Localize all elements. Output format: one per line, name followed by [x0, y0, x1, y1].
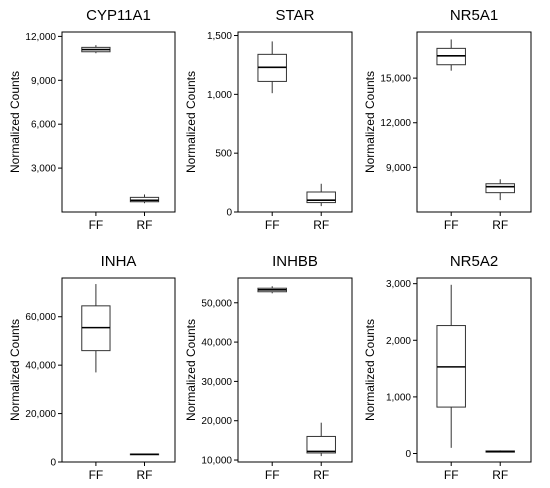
plot-frame — [237, 31, 353, 213]
y-tick-label: 0 — [226, 208, 232, 219]
category-label: RF — [136, 468, 152, 482]
category-label: RF — [313, 468, 329, 482]
y-tick-label: 500 — [215, 149, 232, 160]
y-tick-label: 12,000 — [25, 32, 56, 43]
y-tick-label: 20,000 — [25, 409, 56, 420]
box-rf — [129, 194, 160, 204]
y-axis-label: Normalized Counts — [363, 319, 377, 421]
panel-cyp11a1: CYP11A1 Normalized Counts 3,000 6,000 9,000 1… — [8, 7, 176, 232]
y-tick-label: 9,000 — [31, 76, 56, 87]
y-axis-label: Normalized Counts — [184, 71, 198, 173]
y-tick-label: 20,000 — [201, 416, 232, 427]
y-tick-label: 40,000 — [201, 338, 232, 349]
panel-nr5a1: NR5A1 Normalized Counts 9,000 12,000 15,000 F… — [363, 7, 532, 232]
box-ff — [436, 39, 466, 71]
category-label: RF — [136, 218, 152, 232]
iqr-box — [485, 183, 515, 194]
y-axis-label: Normalized Counts — [8, 319, 22, 421]
plot-frame — [237, 277, 353, 463]
category-label: FF — [89, 468, 104, 482]
iqr-box — [306, 435, 336, 454]
chart-title: CYP11A1 — [86, 7, 151, 24]
panel-star: STAR Normalized Counts 0 500 1,000 1,500 FF RF — [184, 7, 353, 232]
y-tick-label: 3,000 — [386, 279, 411, 290]
box-rf — [485, 450, 515, 453]
y-axis-label: Normalized Counts — [184, 319, 198, 421]
panel-nr5a2: NR5A2 Normalized Counts 0 1,000 2,000 3,000 FF… — [363, 253, 532, 482]
y-tick-label: 0 — [405, 449, 411, 460]
y-tick-label: 1,500 — [207, 31, 232, 42]
chart-title: STAR — [276, 7, 315, 24]
box-rf — [306, 183, 336, 207]
box-ff — [436, 284, 466, 448]
plot-frame — [61, 31, 176, 213]
y-tick-label: 50,000 — [201, 298, 232, 309]
y-tick-label: 40,000 — [25, 361, 56, 372]
panel-inhbb: INHBB Normalized Counts 10,000 20,000 30,000… — [184, 253, 353, 482]
chart-title: INHA — [101, 253, 137, 270]
y-tick-label: 6,000 — [31, 120, 56, 131]
box-ff — [257, 286, 287, 294]
category-label: RF — [492, 218, 508, 232]
category-label: FF — [444, 218, 459, 232]
y-tick-label: 9,000 — [386, 163, 411, 174]
iqr-box — [306, 191, 336, 204]
y-tick-label: 1,000 — [386, 392, 411, 403]
y-axis-label: Normalized Counts — [363, 71, 377, 173]
y-tick-label: 3,000 — [31, 164, 56, 175]
box-rf — [129, 453, 160, 456]
category-label: FF — [444, 468, 459, 482]
y-tick-label: 15,000 — [380, 74, 411, 85]
y-tick-label: 60,000 — [25, 312, 56, 323]
box-ff — [81, 284, 111, 373]
category-label: FF — [89, 218, 104, 232]
y-tick-label: 10,000 — [201, 456, 232, 467]
box-rf — [485, 179, 515, 201]
chart-title: INHBB — [272, 253, 318, 270]
chart-title: NR5A2 — [450, 253, 498, 270]
box-ff — [257, 41, 287, 94]
category-label: FF — [265, 468, 280, 482]
chart-title: NR5A1 — [450, 7, 498, 24]
y-tick-label: 12,000 — [380, 118, 411, 129]
box-rf — [306, 422, 336, 457]
panel-inha: INHA Normalized Counts 0 20,000 40,000 60,000… — [8, 253, 176, 482]
box-ff — [81, 45, 111, 54]
y-tick-label: 2,000 — [386, 336, 411, 347]
category-label: FF — [265, 218, 280, 232]
plot-frame — [416, 277, 532, 463]
y-axis-label: Normalized Counts — [8, 71, 22, 173]
category-label: RF — [492, 468, 508, 482]
y-tick-label: 30,000 — [201, 377, 232, 388]
y-tick-label: 0 — [50, 458, 56, 469]
y-tick-label: 1,000 — [207, 90, 232, 101]
plot-frame — [61, 277, 176, 463]
plot-frame — [416, 31, 532, 213]
category-label: RF — [313, 218, 329, 232]
